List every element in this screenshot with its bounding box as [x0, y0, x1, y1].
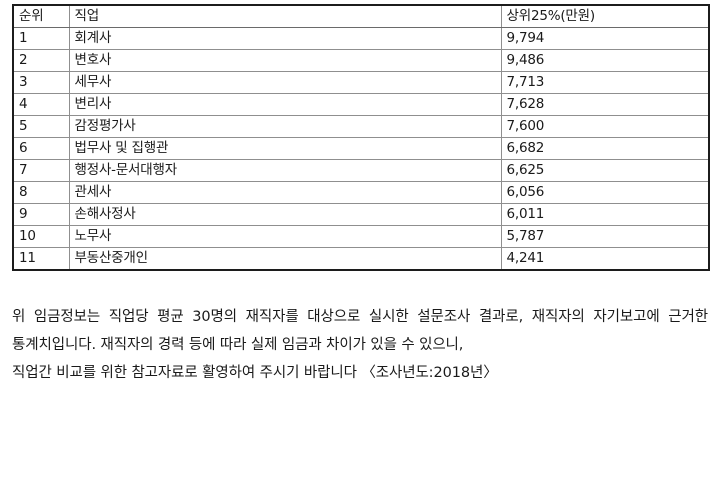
table-row: 11 부동산중개인 4,241 [13, 247, 709, 270]
cell-value: 6,682 [501, 137, 709, 160]
cell-job: 행정사-문서대행자 [69, 159, 502, 182]
table-body: 1 회계사 9,794 2 변호사 9,486 3 세무사 7,713 4 변리… [13, 27, 709, 270]
table-row: 6 법무사 및 집행관 6,682 [13, 137, 709, 160]
cell-job: 법무사 및 집행관 [69, 137, 502, 160]
cell-rank: 9 [13, 203, 70, 226]
column-header-value: 상위25%(만원) [501, 5, 709, 28]
cell-value: 4,241 [506, 250, 545, 266]
column-header-job: 직업 [69, 5, 502, 28]
cell-value: 7,713 [501, 71, 709, 94]
table-row: 9 손해사정사 6,011 [13, 203, 709, 226]
cell-job: 감정평가사 [69, 115, 502, 138]
cell-rank: 11 [13, 247, 70, 270]
cell-job: 회계사 [69, 27, 502, 50]
cell-job: 관세사 [69, 181, 502, 204]
cell-rank: 4 [13, 93, 70, 116]
footnote-body: 위 임금정보는 직업당 평균 30명의 재직자를 대상으로 실시한 설문조사 결… [12, 309, 708, 353]
cell-job: 변호사 [69, 49, 502, 72]
cell-rank: 3 [13, 71, 70, 94]
cell-job: 손해사정사 [69, 203, 502, 226]
table-row: 1 회계사 9,794 [13, 27, 709, 50]
cell-rank: 2 [13, 49, 70, 72]
cell-value: 7,600 [501, 115, 709, 138]
cell-value: 6,056 [501, 181, 709, 204]
cell-rank: 6 [13, 137, 70, 160]
cell-job: 변리사 [69, 93, 502, 116]
table-row: 7 행정사-문서대행자 6,625 [13, 159, 709, 182]
table-header-row: 순위 직업 상위25%(만원) [13, 5, 709, 28]
footnote-survey-year-line: 직업간 비교를 위한 참고자료로 활영하여 주시기 바랍니다 〈조사년도:201… [12, 365, 498, 381]
cell-rank: 7 [13, 159, 70, 182]
table-row: 5 감정평가사 7,600 [13, 115, 709, 138]
cell-value: 9,794 [501, 27, 709, 50]
cell-value: 9,486 [501, 49, 709, 72]
wage-ranking-table: 순위 직업 상위25%(만원) 1 회계사 9,794 2 변호사 9,486 … [12, 4, 710, 271]
cell-value: 6,625 [501, 159, 709, 182]
cell-rank: 1 [13, 27, 70, 50]
cell-value: 6,011 [501, 203, 709, 226]
cell-value: 7,628 [501, 93, 709, 116]
table-row: 4 변리사 7,628 [13, 93, 709, 116]
cell-value: 5,787 [501, 225, 709, 248]
cell-job: 세무사 [69, 71, 502, 94]
cell-rank: 5 [13, 115, 70, 138]
cell-job: 부동산중개인 [69, 247, 502, 270]
column-header-rank: 순위 [13, 5, 70, 28]
table-row: 10 노무사 5,787 [13, 225, 709, 248]
cell-rank: 10 [13, 225, 70, 248]
cell-job: 노무사 [69, 225, 502, 248]
table-row: 3 세무사 7,713 [13, 71, 709, 94]
cell-rank: 8 [13, 181, 70, 204]
footnote-paragraph: 위 임금정보는 직업당 평균 30명의 재직자를 대상으로 실시한 설문조사 결… [12, 303, 708, 387]
table-row: 8 관세사 6,056 [13, 181, 709, 204]
table-row: 2 변호사 9,486 [13, 49, 709, 72]
